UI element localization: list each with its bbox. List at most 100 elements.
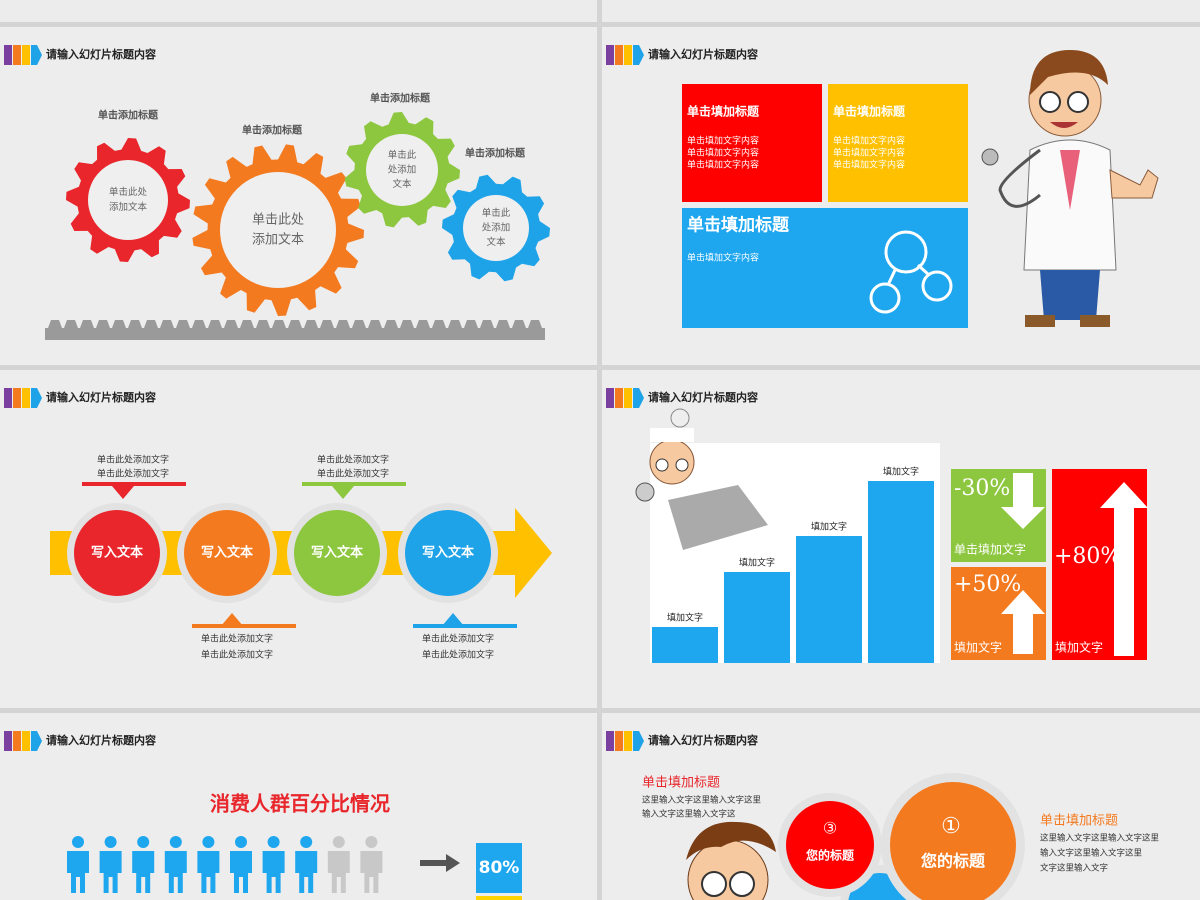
rack-tooth — [256, 320, 270, 328]
gear-title: 单击添加标题 — [465, 147, 526, 160]
note-pointer — [332, 486, 354, 499]
note-bar — [192, 624, 296, 628]
person-icon — [365, 836, 378, 848]
header-icon — [615, 45, 623, 65]
header-icon — [624, 45, 632, 65]
stat-caption: 填加文字 — [1055, 640, 1103, 655]
doctor-mirror — [670, 408, 690, 428]
rack-tooth — [384, 320, 398, 328]
bar-shape — [652, 627, 718, 663]
slide-sliver — [0, 0, 597, 22]
rack — [45, 328, 545, 340]
person-icon — [230, 851, 252, 893]
header-icon — [633, 45, 644, 65]
note-pointer — [442, 613, 464, 626]
header-icon — [31, 45, 42, 65]
network-icon — [886, 263, 931, 286]
rack-tooth — [64, 320, 78, 328]
rack-tooth — [480, 320, 494, 328]
stethoscope — [981, 148, 999, 166]
header-icon — [606, 388, 614, 408]
person-icon — [169, 836, 182, 848]
header-icon — [22, 388, 30, 408]
header-icon — [13, 45, 21, 65]
arrow-icon — [420, 854, 460, 872]
stat-value: -30% — [954, 476, 1010, 501]
doctor — [1025, 315, 1055, 327]
gear-title: 单击添加标题 — [370, 92, 431, 105]
gear-text: 文本 — [486, 236, 506, 248]
person-icon — [132, 851, 155, 893]
note-bar — [302, 482, 406, 486]
doctor — [1080, 315, 1110, 327]
rack-tooth — [288, 320, 302, 328]
header-icon — [615, 388, 623, 408]
bar-shape — [796, 536, 862, 663]
step-circle — [74, 510, 160, 596]
rack-tooth — [416, 320, 430, 328]
header-icon — [633, 388, 644, 408]
network-icon — [921, 270, 953, 302]
doctor — [1040, 270, 1100, 320]
person-icon — [332, 836, 345, 848]
header-icon — [13, 731, 21, 751]
person-icon — [137, 836, 150, 848]
slide-title: 消费人群百分比情况 — [210, 792, 390, 816]
rack-tooth — [320, 320, 334, 328]
gear-title: 单击添加标题 — [98, 109, 159, 122]
note-text: 单击此处添加文字 — [201, 633, 273, 645]
gear-text: 处添加 — [482, 222, 511, 234]
rack-tooth — [304, 320, 318, 328]
gear-center — [463, 195, 529, 261]
box-text: 单击填加文字内容 — [833, 147, 905, 159]
percent-text: 80% — [479, 858, 520, 878]
gear-text: 添加文本 — [252, 233, 304, 248]
note-text: 单击此处添加文字 — [97, 468, 169, 480]
gear-text: 添加文本 — [109, 201, 148, 213]
header-icon — [4, 388, 12, 408]
section-text: 这里输入文字这里输入文字这里 — [642, 795, 762, 806]
stethoscope — [998, 148, 1041, 208]
person-icon — [164, 851, 187, 893]
boy-glasses — [701, 871, 727, 897]
gear-text: 单击此处 — [252, 212, 304, 227]
header-icon — [4, 731, 12, 751]
person-icon — [67, 851, 89, 893]
circle — [890, 782, 1016, 900]
person-icon — [267, 836, 280, 848]
gear-title: 单击添加标题 — [242, 124, 303, 137]
percent-box — [476, 843, 522, 893]
rack-tooth — [240, 320, 254, 328]
box-text: 单击填加文字内容 — [687, 147, 759, 159]
box-title: 单击填加标题 — [687, 215, 790, 236]
note-pointer — [112, 486, 134, 499]
box-title: 单击填加标题 — [833, 104, 906, 119]
slide-header: 请输入幻灯片标题内容 — [46, 47, 156, 61]
stat-caption: 单击填加文字 — [954, 542, 1026, 557]
boy-glasses — [729, 871, 755, 897]
note-text: 单击此处添加文字 — [422, 633, 494, 645]
person-icon — [197, 851, 220, 893]
box-text: 单击填加文字内容 — [687, 159, 759, 171]
arrow-head — [515, 508, 552, 598]
rack-tooth — [400, 320, 414, 328]
stat-caption: 填加文字 — [954, 640, 1002, 655]
slide-header: 请输入幻灯片标题内容 — [648, 733, 758, 747]
doctor-mouth — [1050, 122, 1078, 128]
header-icon — [31, 731, 42, 751]
header-icon — [615, 731, 623, 751]
stethoscope — [635, 482, 655, 502]
box-text: 单击填加文字内容 — [687, 252, 759, 264]
step-text: 写入文本 — [91, 545, 143, 561]
rack-tooth — [160, 320, 174, 328]
box-title: 单击填加标题 — [687, 104, 760, 119]
note-text: 单击此处添加文字 — [97, 454, 169, 466]
doctor-glasses — [655, 458, 669, 472]
box-text: 单击填加文字内容 — [833, 159, 905, 171]
person-icon — [202, 836, 215, 848]
gear-text: 处添加 — [388, 164, 417, 176]
note-text: 单击此处添加文字 — [201, 649, 273, 661]
person-icon — [235, 836, 247, 848]
bar-label: 填加文字 — [811, 521, 847, 533]
rack-tooth — [48, 320, 62, 328]
